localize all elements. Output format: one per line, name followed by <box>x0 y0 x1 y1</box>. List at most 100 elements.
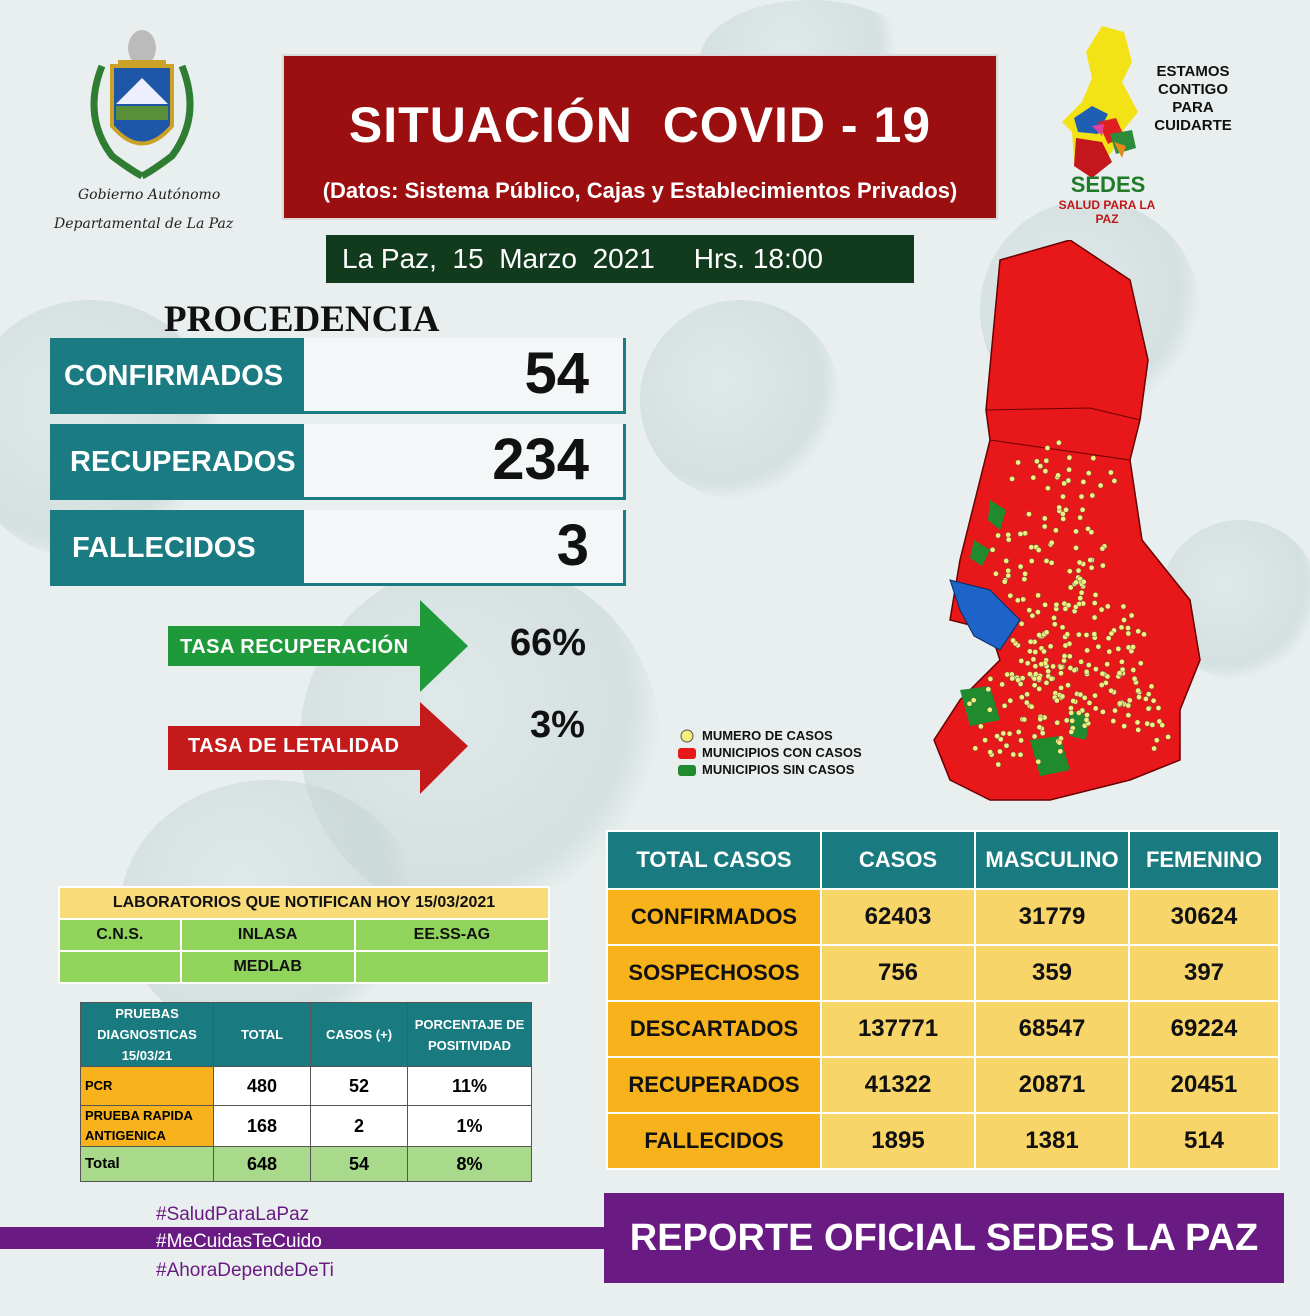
case-dot <box>1014 597 1021 604</box>
case-dot <box>1144 720 1151 727</box>
case-dot <box>1063 717 1070 724</box>
case-dot <box>995 532 1001 539</box>
case-dot <box>1108 469 1114 476</box>
case-dot <box>1018 658 1025 664</box>
row-label: RECUPERADOS <box>606 1056 822 1114</box>
case-dot <box>1105 635 1112 642</box>
case-dot <box>1036 675 1043 682</box>
slogan-line: CUIDARTE <box>1154 117 1232 134</box>
stat-label: FALLECIDOS <box>50 510 304 586</box>
table-header: TOTAL <box>213 1002 311 1067</box>
title-banner: SITUACIÓN COVID - 19 (Datos: Sistema Púb… <box>282 54 998 220</box>
case-dot <box>1018 694 1025 701</box>
case-dot <box>1066 653 1073 660</box>
cell-casos: 756 <box>820 944 976 1002</box>
case-dot <box>1028 558 1035 564</box>
row-label: DESCARTADOS <box>606 1000 822 1058</box>
case-dot <box>1045 485 1051 492</box>
table-header: MASCULINO <box>974 830 1130 890</box>
table-row: CONFIRMADOS 62403 31779 30624 <box>606 888 1280 946</box>
case-dot <box>1149 722 1156 728</box>
cell-femenino: 20451 <box>1128 1056 1280 1114</box>
case-dot <box>1121 617 1127 623</box>
case-dot <box>1108 687 1114 694</box>
rate-label-recuperacion: TASA RECUPERACIÓN <box>180 636 409 658</box>
row-label: Total <box>80 1146 214 1182</box>
case-dot <box>1043 558 1050 564</box>
case-dot <box>997 748 1003 755</box>
table-row: RECUPERADOS 41322 20871 20451 <box>606 1056 1280 1114</box>
case-dot <box>1106 648 1113 655</box>
stat-row-fallecidos: FALLECIDOS 3 <box>50 510 626 586</box>
case-dot <box>1026 607 1033 613</box>
stat-row-confirmados: CONFIRMADOS 54 <box>50 338 626 414</box>
case-dot <box>1131 675 1138 682</box>
case-dot <box>1073 579 1079 586</box>
case-dot <box>1165 734 1171 740</box>
case-dot <box>1010 637 1016 644</box>
stat-box: 234 <box>304 424 626 500</box>
footer-stripe <box>0 1227 620 1249</box>
legend-label: MUNICIPIOS SIN CASOS <box>702 762 855 777</box>
cell-casos: 41322 <box>820 1056 976 1114</box>
case-dot <box>1041 523 1048 530</box>
case-dot <box>1064 631 1071 638</box>
case-dot <box>1001 702 1008 709</box>
case-dot <box>1036 724 1043 731</box>
la-paz-department-map <box>933 240 1201 801</box>
stat-value: 54 <box>524 341 589 406</box>
table-header: FEMENINO <box>1128 830 1280 890</box>
case-dot <box>1059 693 1066 700</box>
case-dot <box>1068 729 1075 735</box>
case-dot <box>1078 589 1085 596</box>
case-dot <box>1104 673 1111 680</box>
lab-cell <box>58 950 182 984</box>
slogan-line: CONTIGO <box>1158 81 1228 98</box>
case-dot <box>1125 630 1132 637</box>
case-dot <box>1062 642 1069 649</box>
cell-masculino: 1381 <box>974 1112 1130 1170</box>
hashtag: #MeCuidasTeCuido <box>156 1231 322 1252</box>
case-dot <box>1056 739 1063 746</box>
case-dot <box>1084 712 1090 718</box>
virus-decoration <box>640 300 840 500</box>
slogan: ESTAMOS CONTIGO PARA CUIDARTE <box>1148 63 1238 135</box>
table-row: FALLECIDOS 1895 1381 514 <box>606 1112 1280 1170</box>
case-dot <box>1118 624 1125 631</box>
case-dot <box>1100 562 1106 569</box>
row-label: PCR <box>80 1066 214 1106</box>
case-dot <box>1090 455 1097 461</box>
case-dot <box>1076 631 1082 638</box>
cell-femenino: 69224 <box>1128 1000 1280 1058</box>
case-dot <box>1054 719 1061 726</box>
case-dot <box>1045 668 1052 675</box>
case-dot <box>1000 730 1007 737</box>
case-dot <box>1080 479 1087 485</box>
case-dot <box>1050 663 1056 670</box>
case-dot <box>994 733 1000 739</box>
case-dot <box>1005 536 1012 543</box>
case-dot <box>1143 696 1149 702</box>
case-dot <box>1062 605 1069 612</box>
case-dot <box>1093 666 1099 672</box>
case-dot <box>1156 718 1163 725</box>
case-dot <box>1125 712 1132 719</box>
case-dot <box>1092 592 1099 598</box>
case-dot <box>1159 722 1166 729</box>
case-dot <box>1027 638 1034 645</box>
case-dot <box>1098 682 1105 688</box>
cell-casos: 2 <box>310 1105 408 1147</box>
case-dot <box>1088 529 1095 536</box>
emblem-caption: Departamental de La Paz <box>54 216 234 232</box>
case-dot <box>1135 628 1142 635</box>
case-dot <box>1126 697 1133 704</box>
case-dot <box>1145 705 1152 712</box>
case-dot <box>1024 660 1031 667</box>
case-dot <box>1048 539 1055 546</box>
case-dot <box>1092 705 1099 712</box>
hashtag: #SaludParaLaPaz <box>156 1204 310 1226</box>
case-dot <box>1104 603 1111 610</box>
case-dot <box>1026 511 1032 517</box>
case-dot <box>1061 653 1068 659</box>
case-dot <box>1057 664 1064 671</box>
